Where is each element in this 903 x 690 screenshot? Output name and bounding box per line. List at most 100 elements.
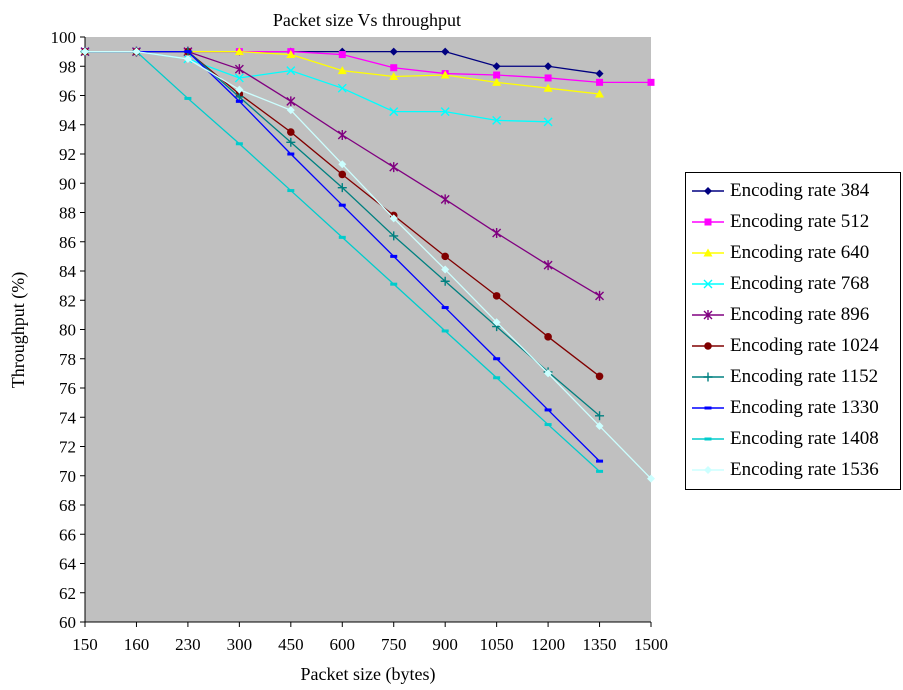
x-tick-label: 300 xyxy=(227,635,253,654)
data-point xyxy=(287,128,295,136)
data-point xyxy=(338,235,346,239)
legend-item: Encoding rate 1330 xyxy=(686,393,900,423)
data-point xyxy=(132,47,141,56)
data-point xyxy=(440,276,450,286)
legend-swatch xyxy=(692,437,724,441)
data-point xyxy=(441,252,449,261)
plot-area xyxy=(85,37,651,622)
data-point xyxy=(390,254,398,258)
data-point xyxy=(389,231,399,241)
data-point xyxy=(389,162,399,173)
data-point xyxy=(441,306,449,310)
y-tick-label: 62 xyxy=(59,584,76,603)
data-point xyxy=(286,96,296,107)
y-tick-label: 92 xyxy=(59,145,76,164)
data-point xyxy=(595,69,604,78)
x-tick-label: 600 xyxy=(330,635,356,654)
legend-item: Encoding rate 896 xyxy=(686,300,900,330)
data-point xyxy=(234,47,244,56)
legend-swatch xyxy=(692,218,724,226)
legend-item: Encoding rate 1152 xyxy=(686,362,900,392)
data-point xyxy=(647,78,655,86)
legend-label: Encoding rate 1152 xyxy=(730,366,879,387)
legend-item: Encoding rate 1536 xyxy=(686,455,900,485)
y-tick-label: 94 xyxy=(59,116,77,135)
legend-marker xyxy=(703,248,713,257)
legend-swatch xyxy=(692,466,724,474)
data-point xyxy=(544,74,552,82)
legend-label: Encoding rate 1408 xyxy=(730,428,879,449)
legend-marker xyxy=(703,279,713,289)
data-point xyxy=(81,47,89,56)
x-tick-label: 750 xyxy=(381,635,407,654)
data-point xyxy=(493,357,501,361)
legend-marker xyxy=(704,187,712,195)
series-line xyxy=(85,50,652,480)
data-point xyxy=(286,50,296,59)
data-point xyxy=(338,51,346,59)
data-point xyxy=(544,423,552,427)
legend-item: Encoding rate 1408 xyxy=(686,424,900,454)
series-encoding-rate-1536 xyxy=(81,47,655,483)
y-tick-label: 90 xyxy=(59,174,76,193)
data-point xyxy=(595,411,605,421)
data-point xyxy=(337,183,347,193)
data-point xyxy=(337,83,347,93)
y-tick-label: 72 xyxy=(59,438,76,457)
x-tick-label: 1050 xyxy=(480,635,514,654)
legend-swatch xyxy=(692,310,724,320)
y-tick-label: 96 xyxy=(59,87,76,106)
legend-marker xyxy=(704,437,712,441)
data-point xyxy=(493,71,501,79)
legend-swatch xyxy=(692,406,724,410)
data-point xyxy=(544,369,553,378)
legend-label: Encoding rate 512 xyxy=(730,211,870,232)
data-point xyxy=(337,66,347,75)
y-tick-label: 78 xyxy=(59,350,76,369)
y-tick-label: 82 xyxy=(59,291,76,310)
x-tick-label: 1350 xyxy=(583,635,617,654)
data-point xyxy=(544,333,552,341)
legend-label: Encoding rate 1330 xyxy=(730,397,879,418)
legend-label: Encoding rate 768 xyxy=(730,273,870,294)
y-tick-label: 84 xyxy=(59,262,77,281)
data-point xyxy=(287,152,295,156)
legend: Encoding rate 384 Encoding rate 512 Encodi… xyxy=(685,172,901,490)
data-point xyxy=(596,469,604,473)
x-tick-label: 1200 xyxy=(531,635,565,654)
chart-title: Packet size Vs throughput xyxy=(273,10,461,30)
data-point xyxy=(543,83,553,92)
legend-label: Encoding rate 1536 xyxy=(730,459,879,480)
data-point xyxy=(389,47,398,56)
legend-item: Encoding rate 768 xyxy=(686,269,900,299)
data-point xyxy=(440,194,450,205)
data-point xyxy=(235,85,244,94)
y-tick-label: 88 xyxy=(59,204,76,223)
data-point xyxy=(492,77,502,86)
y-tick-label: 76 xyxy=(59,379,76,398)
legend-swatch xyxy=(692,342,724,350)
y-tick-label: 98 xyxy=(59,57,76,76)
legend-item: Encoding rate 384 xyxy=(686,176,900,206)
data-point xyxy=(390,282,398,286)
data-point xyxy=(595,290,605,301)
x-tick-label: 1500 xyxy=(634,635,668,654)
data-point xyxy=(286,137,296,147)
data-point xyxy=(389,71,399,80)
data-point xyxy=(389,107,399,117)
data-point xyxy=(492,292,501,300)
data-point xyxy=(647,474,655,483)
y-tick-label: 86 xyxy=(59,233,76,252)
y-tick-label: 68 xyxy=(59,496,76,515)
legend-marker xyxy=(704,406,712,410)
legend-item: Encoding rate 640 xyxy=(686,238,900,268)
legend-label: Encoding rate 896 xyxy=(730,304,870,325)
data-point xyxy=(183,54,192,63)
data-point xyxy=(492,62,501,71)
x-axis: 150 160 230 300 450 600 750 900 1050 1200 1350 1500 xyxy=(72,622,668,654)
data-point xyxy=(338,170,347,179)
x-tick-label: 900 xyxy=(432,635,458,654)
data-point xyxy=(544,408,552,412)
x-tick-label: 450 xyxy=(278,635,304,654)
data-point xyxy=(235,142,243,146)
